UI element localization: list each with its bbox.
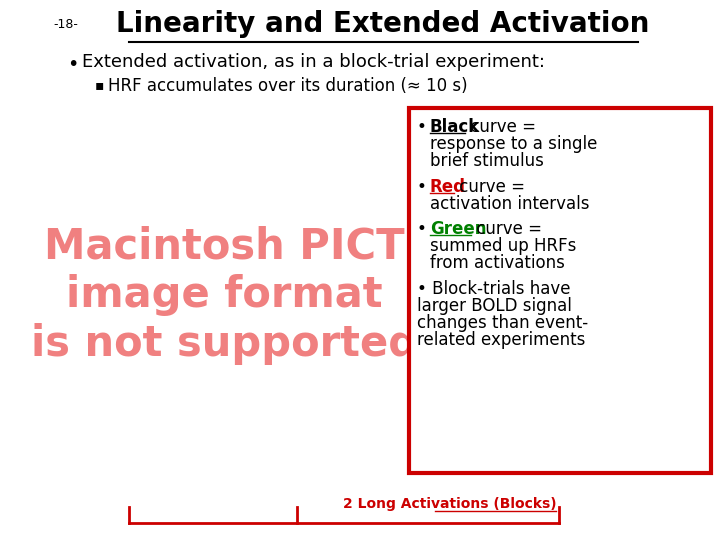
Text: larger BOLD signal: larger BOLD signal (417, 297, 572, 315)
Text: Black: Black (430, 118, 480, 136)
Text: •: • (417, 178, 432, 196)
Text: curve =: curve = (466, 118, 536, 136)
Text: ▪: ▪ (95, 78, 104, 92)
Text: related experiments: related experiments (417, 331, 585, 349)
Text: HRF accumulates over its duration (≈ 10 s): HRF accumulates over its duration (≈ 10 … (108, 77, 468, 95)
Text: response to a single: response to a single (430, 135, 598, 153)
Text: curve =: curve = (454, 178, 526, 196)
Text: 2 Long Activations (Blocks): 2 Long Activations (Blocks) (343, 497, 557, 511)
Text: changes than event-: changes than event- (417, 314, 588, 332)
FancyBboxPatch shape (410, 108, 711, 473)
Text: brief stimulus: brief stimulus (430, 152, 544, 170)
Text: -18-: -18- (54, 18, 78, 31)
Text: Linearity and Extended Activation: Linearity and Extended Activation (117, 10, 650, 38)
Text: •: • (417, 118, 432, 136)
Text: summed up HRFs: summed up HRFs (430, 237, 576, 255)
Text: from activations: from activations (430, 254, 564, 272)
Text: •: • (67, 55, 78, 74)
Text: Extended activation, as in a block-trial experiment:: Extended activation, as in a block-trial… (82, 53, 545, 71)
Text: • Block-trials have: • Block-trials have (417, 280, 570, 298)
Text: Macintosh PICT
image format
is not supported: Macintosh PICT image format is not suppo… (30, 225, 418, 364)
Text: curve =: curve = (471, 220, 542, 238)
Text: Red: Red (430, 178, 466, 196)
Text: Green: Green (430, 220, 487, 238)
Text: activation intervals: activation intervals (430, 195, 590, 213)
Text: •: • (417, 220, 432, 238)
